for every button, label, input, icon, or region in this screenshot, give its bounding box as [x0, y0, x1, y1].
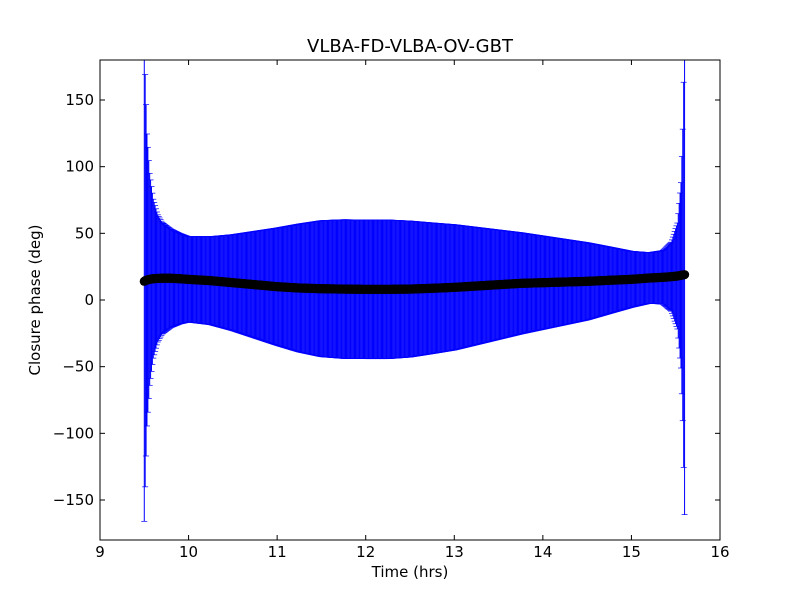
- y-tick-label: −150: [53, 491, 94, 509]
- y-tick-label: 100: [65, 158, 94, 176]
- x-tick-label: 11: [268, 543, 287, 561]
- x-tick-label: 16: [710, 543, 729, 561]
- plot-frame: [99, 59, 721, 541]
- x-axis-label: Time (hrs): [371, 563, 449, 581]
- x-tick-label: 12: [356, 543, 375, 561]
- y-tick-label: −50: [62, 358, 94, 376]
- y-tick-label: 0: [84, 291, 94, 309]
- y-tick-label: 50: [75, 224, 94, 242]
- y-tick-label: −100: [53, 424, 94, 442]
- x-tick-label: 15: [622, 543, 641, 561]
- data-points: [139, 270, 690, 294]
- x-tick-label: 10: [179, 543, 198, 561]
- data-point: [679, 270, 690, 280]
- y-tick-label: 150: [65, 91, 94, 109]
- x-tick-label: 14: [533, 543, 552, 561]
- y-axis-label: Closure phase (deg): [26, 225, 44, 376]
- x-tick-label: 13: [445, 543, 464, 561]
- x-tick-label: 9: [95, 543, 105, 561]
- chart-title: VLBA-FD-VLBA-OV-GBT: [307, 36, 514, 57]
- axes-ticks: 9 10 11 12 13 14 15 16 150 100 50 0 −50 −100 −150: [53, 60, 730, 561]
